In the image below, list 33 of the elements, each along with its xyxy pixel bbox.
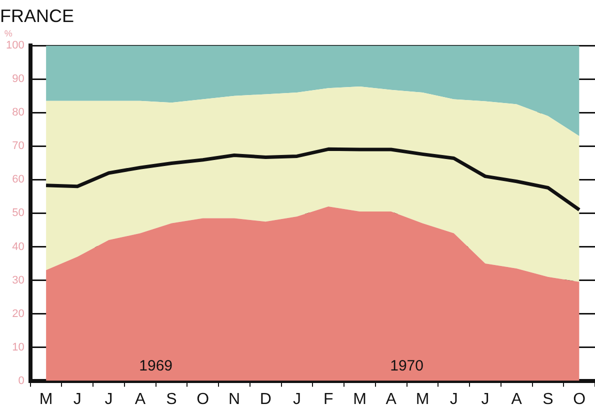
y-tick-label: 10 xyxy=(12,341,24,354)
y-tick-label: 80 xyxy=(12,106,24,119)
y-tick-label: 0 xyxy=(18,374,24,387)
x-tick-label: A xyxy=(134,390,146,408)
x-tick-label: F xyxy=(323,390,334,408)
x-tick-label: J xyxy=(292,390,301,408)
chart-title: FRANCE xyxy=(0,6,74,26)
y-tick-label: 20 xyxy=(12,308,24,320)
y-axis-title: % xyxy=(4,28,12,39)
x-tick-label: M xyxy=(39,390,53,408)
x-tick-label: O xyxy=(196,390,210,408)
y-tick-label: 100 xyxy=(6,40,24,52)
y-tick-label: 60 xyxy=(12,174,24,186)
y-tick-label: 40 xyxy=(12,240,24,253)
annotation: 1970 xyxy=(390,358,424,375)
x-tick-label: D xyxy=(260,390,272,408)
x-tick-label: J xyxy=(481,390,490,408)
y-tick-label: 90 xyxy=(12,73,24,86)
x-tick-label: N xyxy=(228,390,240,408)
x-tick-label: J xyxy=(73,390,82,408)
x-tick-label: A xyxy=(511,390,522,408)
y-tick-label: 50 xyxy=(12,207,24,220)
x-tick-label: M xyxy=(416,390,430,408)
x-tick-label: O xyxy=(573,390,586,408)
y-tick-label: 30 xyxy=(12,274,24,286)
annotation: 1969 xyxy=(139,358,173,375)
x-tick-label: A xyxy=(386,390,397,408)
x-tick-label: S xyxy=(542,390,554,408)
y-tick-label: 70 xyxy=(12,140,24,152)
x-tick-label: S xyxy=(166,390,177,408)
x-tick-label: M xyxy=(353,390,366,408)
x-tick-label: J xyxy=(104,390,113,408)
x-tick-label: J xyxy=(450,390,458,408)
